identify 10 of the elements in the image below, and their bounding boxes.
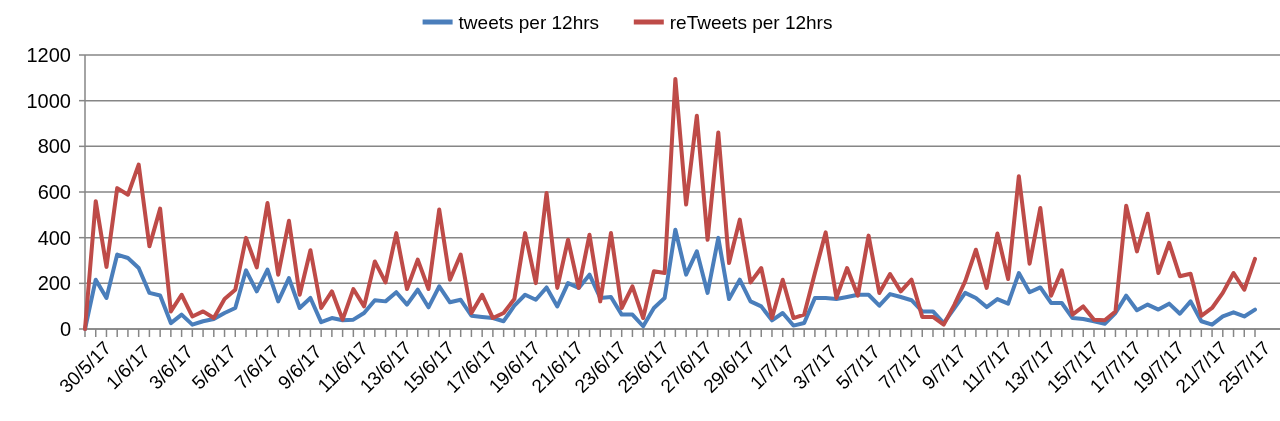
legend-label: tweets per 12hrs <box>458 11 600 33</box>
y-tick-label: 1000 <box>26 89 71 112</box>
legend-label: reTweets per 12hrs <box>669 11 833 33</box>
y-tick-label: 800 <box>37 135 71 158</box>
y-tick-label: 0 <box>59 318 71 340</box>
y-tick-label: 200 <box>37 272 71 295</box>
y-tick-label: 400 <box>37 226 71 249</box>
y-tick-label: 600 <box>37 181 71 203</box>
line-series <box>83 76 1257 331</box>
y-tick-label: 1200 <box>26 44 71 66</box>
